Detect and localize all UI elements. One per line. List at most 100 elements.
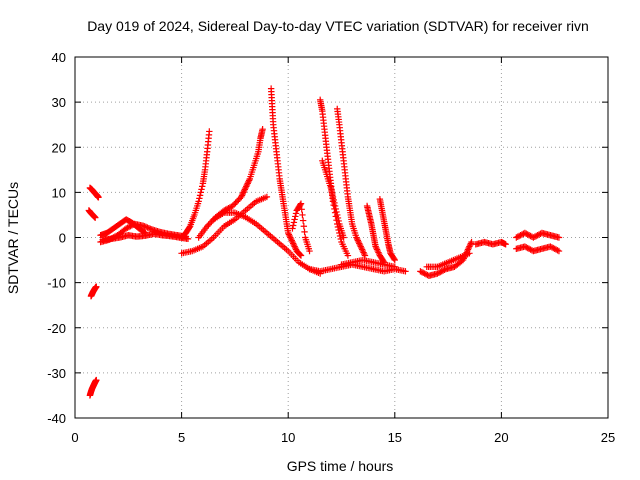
- y-tick-label: -30: [47, 366, 66, 381]
- data-point: [534, 232, 541, 239]
- data-point: [344, 252, 352, 259]
- x-tick-label: 20: [494, 430, 508, 445]
- series-arc-04: [86, 376, 100, 399]
- data-point: [298, 206, 305, 213]
- data-point: [223, 205, 231, 213]
- data-point: [198, 186, 205, 193]
- data-point: [232, 199, 239, 207]
- data-point: [297, 201, 304, 208]
- data-point: [233, 198, 241, 205]
- data-point: [259, 126, 266, 133]
- data-point: [327, 184, 335, 192]
- data-point: [291, 243, 298, 250]
- data-point: [291, 216, 298, 223]
- data-point: [147, 225, 154, 232]
- data-point: [240, 189, 247, 196]
- data-point: [437, 268, 444, 276]
- data-point: [141, 223, 148, 230]
- data-point: [289, 238, 296, 246]
- data-point: [206, 220, 214, 227]
- data-point: [525, 232, 533, 239]
- x-tick-label: 5: [178, 430, 185, 445]
- y-tick-label: 0: [59, 231, 66, 246]
- data-point: [244, 180, 251, 187]
- data-point: [361, 250, 368, 258]
- y-tick-label: -10: [47, 276, 66, 291]
- data-point: [285, 229, 292, 237]
- data-point: [290, 219, 298, 226]
- data-point: [196, 192, 204, 199]
- data-point: [184, 235, 192, 243]
- data-point: [331, 202, 339, 210]
- data-point: [92, 214, 99, 221]
- data-point: [329, 193, 337, 201]
- series-arc-03: [87, 283, 100, 300]
- data-point: [547, 243, 554, 250]
- data-point: [359, 247, 367, 255]
- data-point: [438, 268, 445, 275]
- series-arc-23: [472, 238, 509, 248]
- series-arc-08: [178, 128, 213, 241]
- data-point: [330, 196, 337, 204]
- data-point: [422, 271, 430, 278]
- data-point: [533, 232, 540, 240]
- data-point: [299, 211, 306, 219]
- data-point: [199, 183, 206, 190]
- data-points: [85, 85, 563, 399]
- data-point: [329, 190, 336, 198]
- y-tick-label: 10: [52, 185, 66, 200]
- y-tick-label: 40: [52, 50, 66, 65]
- series-arc-20: [338, 256, 398, 271]
- data-point: [524, 231, 531, 238]
- data-point: [435, 269, 443, 277]
- data-point: [332, 205, 340, 213]
- data-point: [356, 240, 363, 247]
- data-point: [186, 224, 193, 231]
- series-arc-24: [513, 229, 563, 241]
- data-point: [238, 192, 246, 199]
- data-point: [517, 232, 524, 239]
- data-point: [334, 211, 341, 219]
- data-point: [263, 193, 271, 201]
- data-point: [145, 224, 153, 232]
- x-axis-label: GPS time / hours: [287, 458, 394, 474]
- y-tick-label: -40: [47, 411, 66, 426]
- data-point: [243, 183, 250, 190]
- series-arc-07: [99, 230, 192, 243]
- data-point: [241, 186, 249, 193]
- data-point: [421, 270, 428, 277]
- data-point: [333, 208, 340, 216]
- x-tick-label: 0: [71, 430, 78, 445]
- data-point: [243, 181, 251, 189]
- data-point: [372, 243, 379, 250]
- data-point: [140, 222, 147, 229]
- data-point: [513, 234, 520, 241]
- data-point: [306, 247, 313, 255]
- data-point: [525, 245, 533, 252]
- data-point: [300, 223, 308, 230]
- data-point: [353, 234, 360, 241]
- data-point: [374, 247, 381, 255]
- data-point: [521, 229, 529, 237]
- data-point: [240, 187, 248, 195]
- data-point: [197, 189, 204, 196]
- data-point: [93, 283, 100, 290]
- data-point: [531, 233, 539, 240]
- data-point: [551, 245, 558, 252]
- data-point: [417, 268, 424, 275]
- series-arc-19: [306, 261, 409, 275]
- data-point: [358, 244, 365, 252]
- data-point: [203, 223, 211, 230]
- data-point: [353, 235, 361, 243]
- data-point: [524, 244, 531, 252]
- data-point: [285, 231, 293, 238]
- data-point: [552, 246, 560, 253]
- data-point: [331, 199, 338, 207]
- data-point: [555, 247, 563, 255]
- data-point: [434, 270, 441, 277]
- data-point: [225, 204, 232, 212]
- data-point: [125, 223, 133, 231]
- data-point: [287, 235, 295, 243]
- y-tick-label: -20: [47, 321, 66, 336]
- data-point: [465, 244, 472, 252]
